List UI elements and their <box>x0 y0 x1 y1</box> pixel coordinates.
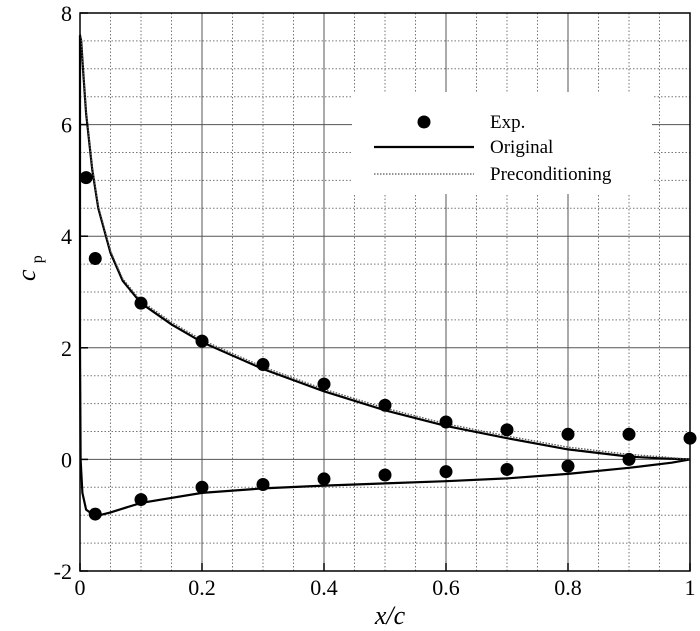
data-point-exp <box>439 415 453 429</box>
data-point-exp <box>79 171 93 185</box>
series-line-preconditioning <box>79 32 691 461</box>
x-axis-title: x/c <box>374 601 406 630</box>
y-axis-title-subscript: p <box>29 255 46 263</box>
y-tick-label: 8 <box>61 1 72 26</box>
axis-ticks <box>79 12 691 572</box>
plot-frame <box>79 12 691 572</box>
y-tick-label: -2 <box>54 559 72 584</box>
legend-box <box>352 92 652 194</box>
x-tick-label: 0.8 <box>554 575 582 600</box>
y-tick-label: 2 <box>61 336 72 361</box>
data-point-exp <box>439 465 453 479</box>
legend-label-exp.: Exp. <box>490 112 525 133</box>
y-axis-title-main: c <box>12 269 41 281</box>
data-point-exp <box>317 472 331 486</box>
data-point-exp <box>88 252 102 266</box>
data-point-exp <box>134 493 148 507</box>
x-tick-labels: 0 0.2 0.4 0.6 0.8 1 <box>75 575 696 600</box>
data-point-exp <box>561 459 575 473</box>
data-point-exp <box>256 478 270 492</box>
y-tick-label: 0 <box>61 447 72 472</box>
x-tick-label: 0 <box>75 575 86 600</box>
data-point-exp <box>134 296 148 310</box>
legend-label-original: Original <box>490 137 553 158</box>
x-tick-label: 0.2 <box>188 575 216 600</box>
y-axis-title: c p <box>12 255 46 281</box>
data-point-exp <box>378 468 392 482</box>
legend-marker-exp <box>417 115 431 129</box>
data-point-exp <box>500 423 514 437</box>
data-point-exp <box>195 334 209 348</box>
data-point-exp <box>500 462 514 476</box>
data-point-exp <box>622 427 636 441</box>
data-point-exp <box>195 480 209 494</box>
data-point-exp <box>256 358 270 372</box>
data-point-exp <box>88 507 102 521</box>
y-tick-label: 4 <box>61 224 72 249</box>
series-layer <box>78 32 697 521</box>
data-point-exp <box>317 377 331 391</box>
data-point-exp <box>622 452 636 466</box>
data-point-exp <box>378 398 392 412</box>
legend-label-preconditioning: Preconditioning <box>490 164 612 185</box>
y-tick-labels: -2 0 2 4 6 8 <box>54 1 72 584</box>
y-tick-label: 6 <box>61 113 72 138</box>
x-tick-label: 0.6 <box>432 575 460 600</box>
legend: Exp. Original Preconditioning <box>374 112 612 185</box>
x-tick-label: 1 <box>685 575 696 600</box>
x-tick-label: 0.4 <box>310 575 338 600</box>
data-point-exp <box>561 427 575 441</box>
